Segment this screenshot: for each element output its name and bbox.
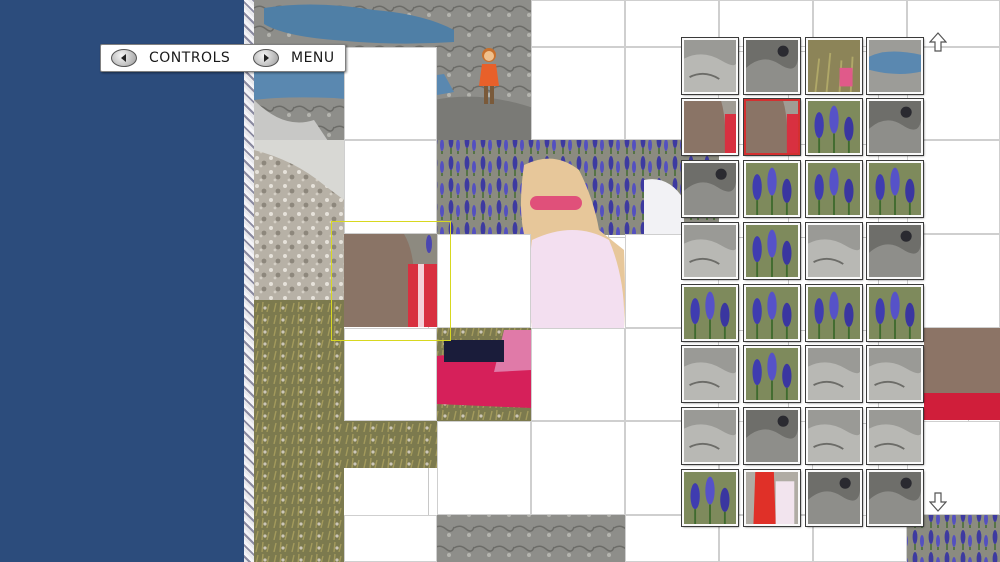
tray-piece[interactable] [805,98,863,156]
tray-piece[interactable] [681,160,739,218]
selected-piece[interactable] [344,234,437,327]
controls-bar: CONTROLS MENU [100,44,346,72]
doll-figure [479,48,499,104]
tray-piece[interactable] [681,37,739,95]
tray-piece[interactable] [866,98,924,156]
tray-piece[interactable] [805,407,863,465]
tray-piece[interactable] [681,345,739,403]
tray-piece[interactable] [866,37,924,95]
tray-piece[interactable] [743,37,801,95]
tray-piece[interactable] [866,284,924,342]
tray-piece[interactable] [743,284,801,342]
tray-piece[interactable] [805,160,863,218]
tray-piece[interactable] [805,345,863,403]
tray-piece[interactable] [681,407,739,465]
tray-piece[interactable] [743,469,801,527]
tray-piece[interactable] [743,222,801,280]
empty-slot[interactable] [344,328,437,421]
tray-piece[interactable] [743,160,801,218]
tray-piece[interactable] [743,98,801,156]
empty-slot[interactable] [344,515,437,562]
tray-piece[interactable] [805,469,863,527]
empty-slot[interactable] [437,234,531,328]
empty-slot[interactable] [344,47,437,140]
tray-piece[interactable] [866,407,924,465]
empty-slot[interactable] [531,421,625,515]
tray-piece[interactable] [743,345,801,403]
tray-piece[interactable] [681,284,739,342]
right-arrow-circle-icon [253,49,279,67]
left-arrow-circle-icon [111,49,137,67]
empty-slot[interactable] [531,0,625,47]
tray-piece[interactable] [805,222,863,280]
tray-piece[interactable] [866,222,924,280]
tray-piece[interactable] [743,407,801,465]
tray-piece[interactable] [866,160,924,218]
empty-slot[interactable] [437,421,531,515]
piece-tray[interactable] [680,34,930,530]
up-arrow-icon[interactable] [929,32,947,52]
tray-piece[interactable] [681,469,739,527]
tray-piece[interactable] [681,222,739,280]
empty-slot[interactable] [625,0,719,47]
sidebar-panel [0,0,244,562]
tray-piece[interactable] [805,284,863,342]
empty-slot[interactable] [344,140,437,234]
tray-piece[interactable] [805,37,863,95]
down-arrow-icon[interactable] [929,492,947,512]
tray-piece[interactable] [866,345,924,403]
menu-label: MENU [291,50,335,66]
selected-piece-outline[interactable] [331,221,451,341]
empty-slot[interactable] [531,328,625,421]
tray-piece[interactable] [681,98,739,156]
controls-button[interactable]: CONTROLS [111,48,230,68]
tray-piece[interactable] [866,469,924,527]
rope-divider [244,0,254,562]
empty-slot[interactable] [531,47,625,140]
controls-label: CONTROLS [149,50,231,66]
menu-button[interactable]: MENU [253,48,335,68]
